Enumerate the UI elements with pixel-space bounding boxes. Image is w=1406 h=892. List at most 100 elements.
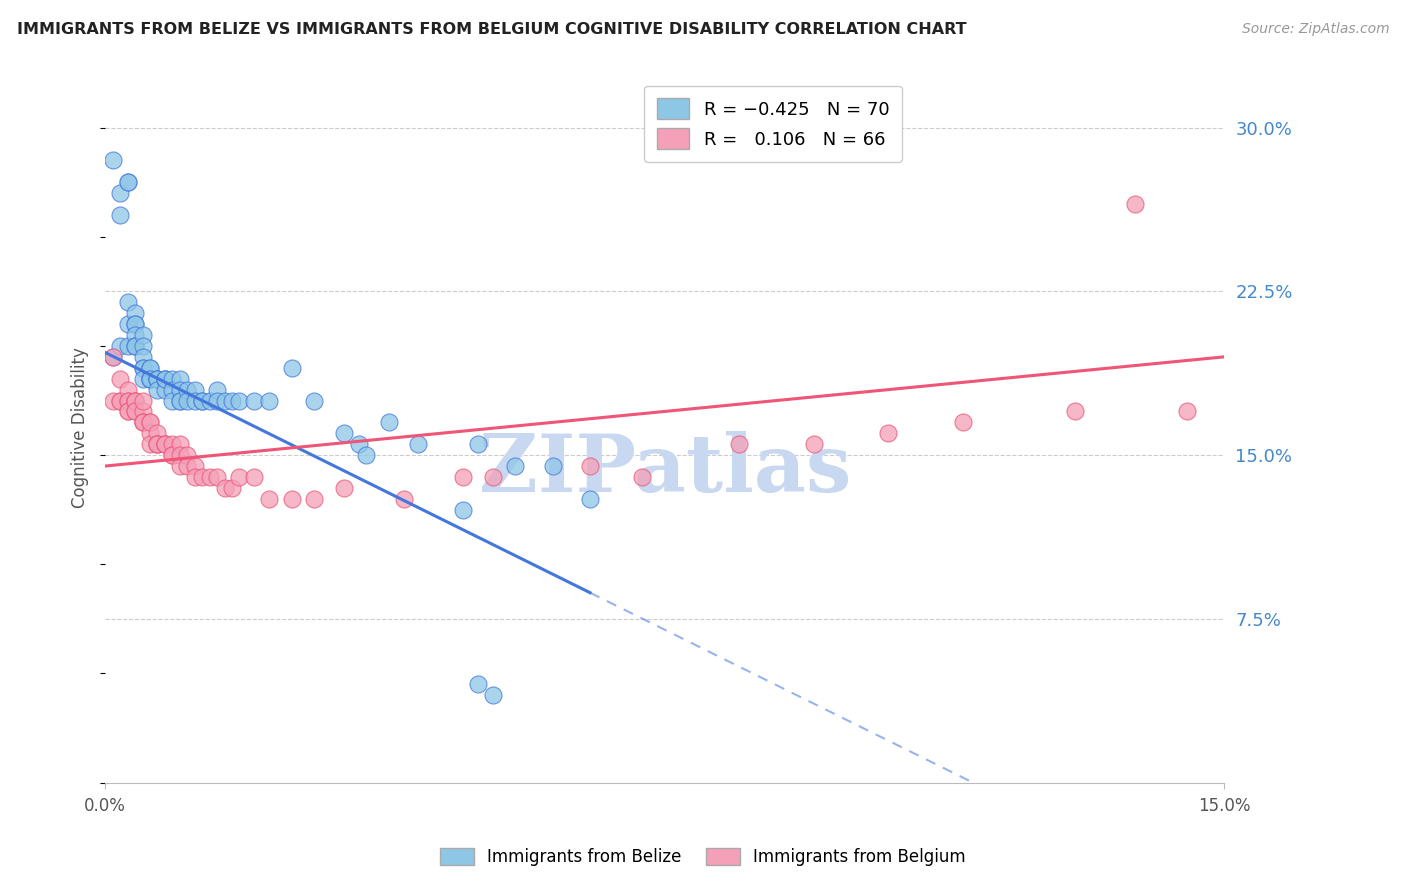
Point bbox=[139, 416, 162, 430]
Point bbox=[162, 383, 184, 397]
Point bbox=[139, 372, 162, 386]
Point bbox=[124, 393, 146, 408]
Y-axis label: Cognitive Disability: Cognitive Disability bbox=[72, 347, 89, 508]
Point bbox=[139, 426, 162, 441]
Point bbox=[146, 372, 169, 386]
Point bbox=[205, 383, 228, 397]
Point bbox=[205, 393, 228, 408]
Point bbox=[280, 360, 302, 375]
Text: ZIPatlas: ZIPatlas bbox=[478, 432, 851, 509]
Point bbox=[214, 393, 236, 408]
Point bbox=[392, 491, 415, 506]
Point bbox=[214, 481, 236, 495]
Point bbox=[333, 426, 356, 441]
Point bbox=[183, 383, 205, 397]
Point bbox=[101, 393, 124, 408]
Point bbox=[183, 458, 205, 473]
Point bbox=[259, 393, 281, 408]
Point bbox=[153, 437, 176, 451]
Point bbox=[169, 458, 191, 473]
Point bbox=[117, 404, 139, 418]
Point bbox=[146, 372, 169, 386]
Point bbox=[243, 393, 266, 408]
Point bbox=[467, 677, 489, 691]
Point bbox=[124, 393, 146, 408]
Point bbox=[1175, 404, 1198, 418]
Point bbox=[183, 393, 205, 408]
Point bbox=[153, 437, 176, 451]
Point bbox=[131, 360, 153, 375]
Point bbox=[146, 372, 169, 386]
Point bbox=[153, 372, 176, 386]
Point bbox=[541, 458, 564, 473]
Point bbox=[124, 306, 146, 320]
Point bbox=[139, 372, 162, 386]
Point bbox=[101, 350, 124, 364]
Point bbox=[153, 383, 176, 397]
Point bbox=[1288, 383, 1310, 397]
Text: Source: ZipAtlas.com: Source: ZipAtlas.com bbox=[1241, 22, 1389, 37]
Point bbox=[131, 372, 153, 386]
Point bbox=[377, 416, 399, 430]
Point bbox=[124, 404, 146, 418]
Point bbox=[131, 404, 153, 418]
Point bbox=[1123, 197, 1146, 211]
Point bbox=[505, 458, 527, 473]
Point bbox=[117, 383, 139, 397]
Point bbox=[146, 383, 169, 397]
Point bbox=[451, 470, 474, 484]
Point bbox=[131, 350, 153, 364]
Point bbox=[198, 470, 221, 484]
Point bbox=[131, 339, 153, 353]
Point bbox=[108, 393, 131, 408]
Point bbox=[467, 437, 489, 451]
Point bbox=[333, 481, 356, 495]
Point bbox=[124, 339, 146, 353]
Point bbox=[108, 208, 131, 222]
Point bbox=[139, 437, 162, 451]
Point bbox=[221, 481, 243, 495]
Point bbox=[131, 393, 153, 408]
Point bbox=[131, 416, 153, 430]
Point bbox=[146, 426, 169, 441]
Point bbox=[117, 393, 139, 408]
Point bbox=[139, 416, 162, 430]
Point bbox=[124, 339, 146, 353]
Point bbox=[1227, 241, 1250, 255]
Point bbox=[124, 404, 146, 418]
Legend: R = −0.425   N = 70, R =   0.106   N = 66: R = −0.425 N = 70, R = 0.106 N = 66 bbox=[644, 86, 901, 161]
Point bbox=[176, 383, 198, 397]
Point bbox=[108, 186, 131, 200]
Point bbox=[146, 437, 169, 451]
Point bbox=[169, 393, 191, 408]
Point bbox=[131, 416, 153, 430]
Point bbox=[191, 470, 214, 484]
Point bbox=[162, 393, 184, 408]
Point bbox=[176, 393, 198, 408]
Point bbox=[124, 317, 146, 331]
Point bbox=[243, 470, 266, 484]
Point bbox=[183, 470, 205, 484]
Point bbox=[131, 360, 153, 375]
Point bbox=[117, 317, 139, 331]
Point bbox=[803, 437, 825, 451]
Point bbox=[117, 393, 139, 408]
Point bbox=[482, 470, 505, 484]
Point bbox=[176, 448, 198, 462]
Point bbox=[117, 339, 139, 353]
Point bbox=[124, 328, 146, 343]
Point bbox=[169, 393, 191, 408]
Point bbox=[728, 437, 751, 451]
Point bbox=[191, 393, 214, 408]
Point bbox=[131, 416, 153, 430]
Legend: Immigrants from Belize, Immigrants from Belgium: Immigrants from Belize, Immigrants from … bbox=[433, 841, 973, 873]
Point bbox=[579, 491, 602, 506]
Point bbox=[198, 393, 221, 408]
Point bbox=[302, 393, 325, 408]
Point bbox=[205, 470, 228, 484]
Point bbox=[131, 328, 153, 343]
Point bbox=[169, 383, 191, 397]
Point bbox=[877, 426, 900, 441]
Point bbox=[117, 295, 139, 310]
Point bbox=[952, 416, 974, 430]
